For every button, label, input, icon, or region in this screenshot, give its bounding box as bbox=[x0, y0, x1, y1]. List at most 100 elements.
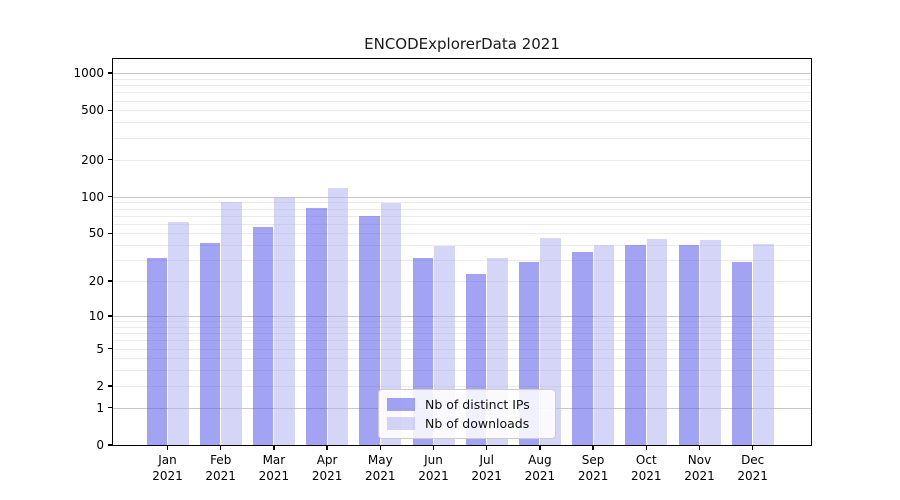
y-tick-mark bbox=[108, 72, 113, 74]
gridline-minor bbox=[113, 202, 811, 204]
bar-nb-of-downloads-oct bbox=[646, 238, 668, 445]
x-tick-mark bbox=[645, 445, 647, 450]
bar-nb-of-distinct-ips-may bbox=[359, 215, 380, 445]
bar-nb-of-downloads-jan bbox=[168, 222, 189, 445]
y-tick-mark bbox=[108, 158, 113, 161]
gridline-minor bbox=[113, 233, 811, 235]
gridline-minor bbox=[113, 333, 811, 335]
gridline-minor bbox=[113, 100, 811, 102]
gridline-minor bbox=[113, 223, 811, 225]
y-tick-mark bbox=[108, 444, 113, 446]
x-tick-label-aug: Aug 2021 bbox=[524, 453, 556, 483]
x-tick-label-jan: Jan 2021 bbox=[152, 453, 183, 483]
y-tick-label-1: 1 bbox=[96, 400, 104, 415]
x-tick-mark bbox=[539, 445, 541, 450]
gridline-minor bbox=[113, 92, 811, 94]
gridline-minor bbox=[113, 370, 811, 372]
x-tick-mark bbox=[486, 445, 488, 450]
y-tick-mark bbox=[108, 280, 113, 282]
y-tick-mark bbox=[108, 109, 113, 112]
gridline-minor bbox=[113, 385, 811, 387]
x-tick-label-mar: Mar 2021 bbox=[258, 453, 290, 483]
gridline-minor bbox=[113, 159, 811, 161]
x-tick-label-feb: Feb 2021 bbox=[205, 453, 236, 483]
gridline-minor bbox=[113, 78, 811, 80]
y-tick-label-100: 100 bbox=[81, 189, 104, 204]
bar-nb-of-distinct-ips-sep bbox=[572, 252, 593, 445]
gridline-minor bbox=[113, 348, 811, 350]
gridline-minor bbox=[113, 260, 811, 262]
y-tick-label-200: 200 bbox=[81, 152, 104, 167]
gridline-minor bbox=[113, 215, 811, 217]
bar-nb-of-distinct-ips-apr bbox=[306, 207, 327, 445]
gridline-major bbox=[113, 196, 811, 198]
gridline-minor bbox=[113, 245, 811, 247]
bar-nb-of-distinct-ips-dec bbox=[731, 261, 753, 445]
y-tick-mark bbox=[108, 232, 113, 235]
y-tick-label-5: 5 bbox=[96, 341, 104, 356]
x-tick-label-jun: Jun 2021 bbox=[418, 453, 449, 483]
bar-nb-of-downloads-dec bbox=[753, 243, 774, 445]
x-tick-label-nov: Nov 2021 bbox=[684, 453, 715, 483]
x-tick-label-jul: Jul 2021 bbox=[471, 453, 502, 483]
x-tick-mark bbox=[326, 445, 328, 450]
gridline-minor bbox=[113, 137, 811, 139]
gridline-major bbox=[113, 73, 811, 75]
x-tick-mark bbox=[166, 445, 169, 450]
gridline-minor bbox=[113, 358, 811, 360]
gridline-minor bbox=[113, 85, 811, 87]
x-tick-label-dec: Dec 2021 bbox=[737, 453, 768, 483]
y-tick-label-2: 2 bbox=[96, 378, 104, 393]
plot-area bbox=[111, 57, 812, 446]
gridline-major bbox=[113, 315, 811, 317]
y-tick-mark bbox=[108, 407, 113, 409]
y-tick-label-500: 500 bbox=[81, 103, 104, 118]
gridline-minor bbox=[113, 208, 811, 210]
x-tick-label-sep: Sep 2021 bbox=[577, 453, 609, 483]
y-tick-mark bbox=[108, 385, 113, 387]
legend-swatch-distinct-ips bbox=[387, 398, 415, 411]
bar-nb-of-downloads-may bbox=[380, 202, 402, 445]
legend-item-downloads: Nb of downloads bbox=[387, 416, 545, 431]
y-tick-mark bbox=[108, 195, 113, 198]
y-tick-label-20: 20 bbox=[88, 274, 104, 289]
x-tick-label-oct: Oct 2021 bbox=[631, 453, 662, 483]
legend-item-distinct-ips: Nb of distinct IPs bbox=[387, 397, 545, 412]
gridline-minor bbox=[113, 281, 811, 283]
bar-nb-of-downloads-sep bbox=[593, 245, 615, 445]
y-tick-mark bbox=[108, 315, 113, 317]
bar-nb-of-distinct-ips-nov bbox=[678, 245, 699, 445]
bar-nb-of-distinct-ips-feb bbox=[199, 242, 221, 445]
y-tick-mark bbox=[108, 347, 113, 350]
legend-swatch-downloads bbox=[387, 417, 415, 430]
bar-nb-of-downloads-apr bbox=[327, 187, 349, 445]
x-tick-mark bbox=[592, 445, 594, 450]
x-tick-mark bbox=[698, 445, 701, 450]
y-tick-label-0: 0 bbox=[96, 438, 104, 452]
bar-nb-of-distinct-ips-oct bbox=[625, 245, 646, 445]
bar-nb-of-distinct-ips-mar bbox=[252, 227, 274, 445]
y-tick-label-1000: 1000 bbox=[73, 66, 104, 81]
y-tick-label-50: 50 bbox=[88, 226, 104, 241]
legend-label-distinct-ips: Nb of distinct IPs bbox=[425, 397, 530, 412]
bar-nb-of-downloads-mar bbox=[274, 196, 295, 445]
gridline-minor bbox=[113, 340, 811, 342]
chart-title: ENCODExplorerData 2021 bbox=[364, 35, 560, 53]
x-tick-mark bbox=[379, 445, 381, 450]
x-tick-mark bbox=[752, 445, 754, 450]
y-tick-label-10: 10 bbox=[88, 308, 104, 323]
gridline-minor bbox=[113, 110, 811, 112]
bar-nb-of-downloads-feb bbox=[221, 201, 242, 445]
x-tick-mark bbox=[273, 445, 275, 450]
x-tick-label-may: May 2021 bbox=[365, 453, 396, 483]
gridline-minor bbox=[113, 321, 811, 323]
gridline-minor bbox=[113, 122, 811, 124]
legend: Nb of distinct IPs Nb of downloads bbox=[378, 389, 556, 439]
bar-nb-of-downloads-nov bbox=[700, 240, 721, 445]
x-tick-mark bbox=[432, 445, 435, 450]
x-tick-mark bbox=[220, 445, 222, 450]
legend-label-downloads: Nb of downloads bbox=[425, 416, 530, 431]
bar-nb-of-distinct-ips-jan bbox=[146, 258, 167, 445]
gridline-minor bbox=[113, 326, 811, 328]
